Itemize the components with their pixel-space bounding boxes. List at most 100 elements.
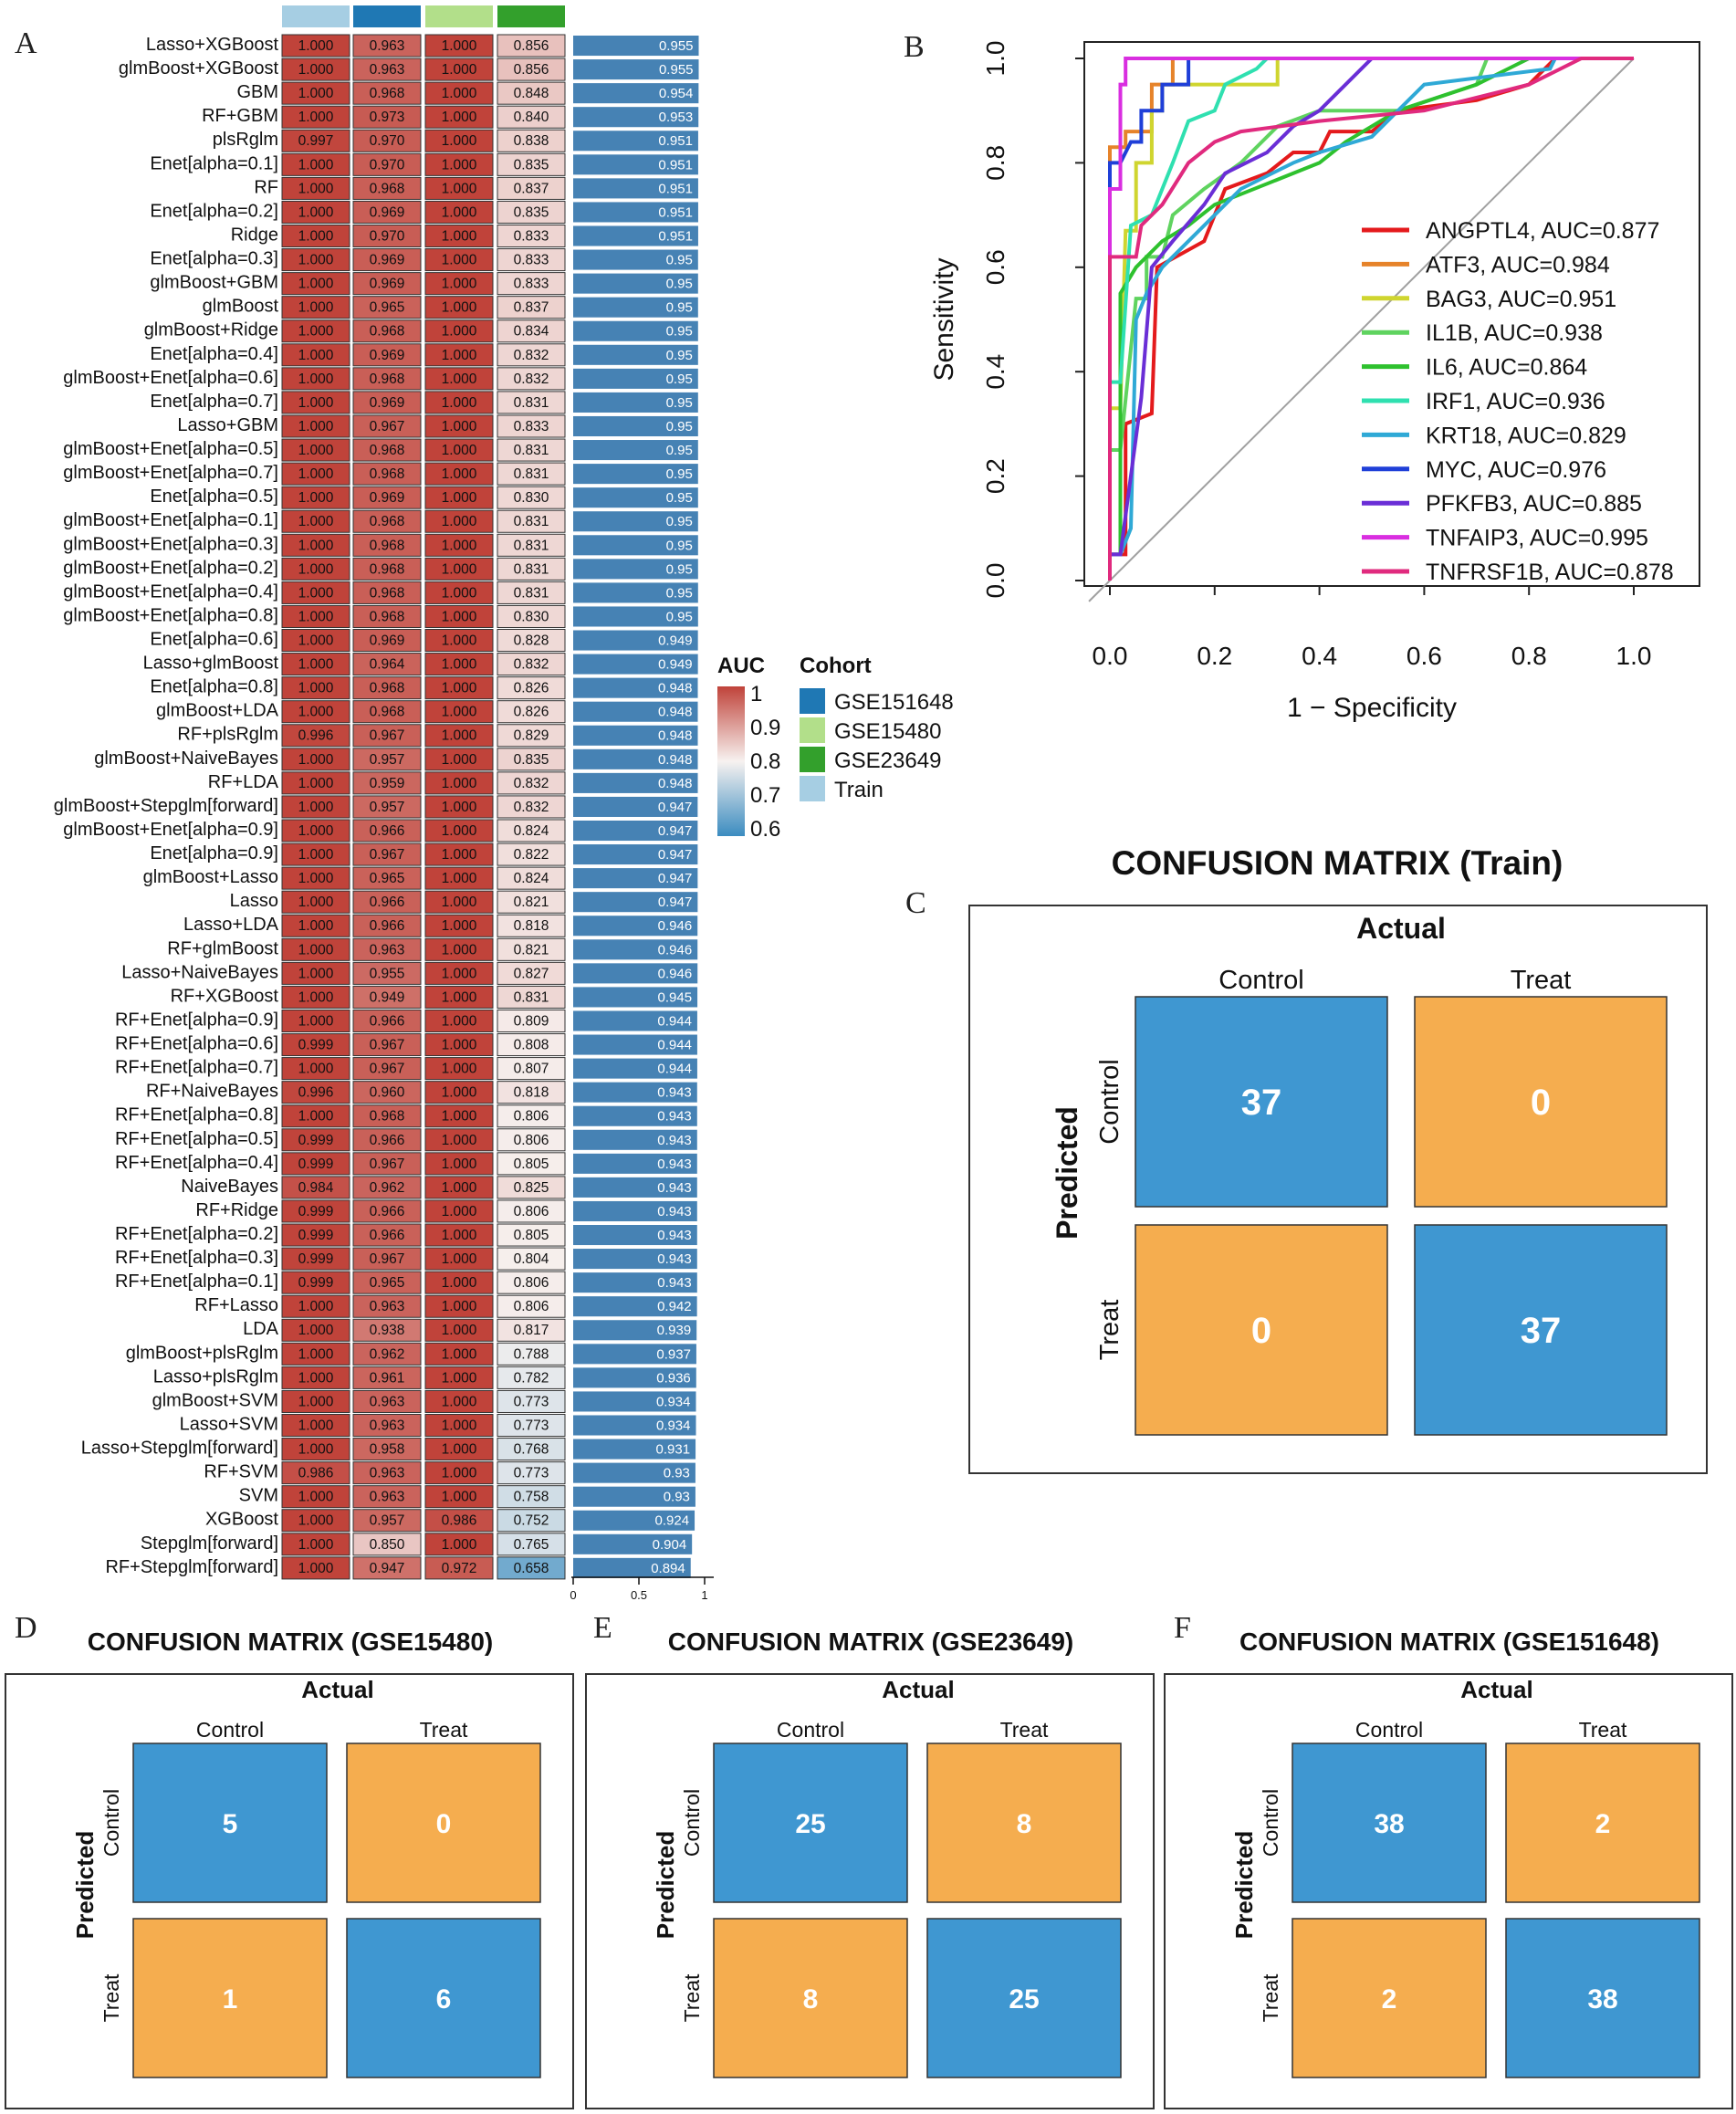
model-label: RF+Enet[alpha=0.9] [115, 1010, 278, 1030]
heatmap-cell [352, 296, 422, 319]
heatmap-cell [352, 367, 422, 391]
heatmap-cell-value: 0.752 [514, 1513, 549, 1529]
cm-predicted-label: Predicted [1230, 1831, 1258, 1940]
mean-auc-label: 0.946 [658, 942, 693, 958]
heatmap-row: glmBoost+Stepglm[forward] 1.000 0.957 1.000… [54, 795, 698, 819]
heatmap-cell-value: 0.968 [370, 324, 405, 340]
heatmap-cell [424, 34, 494, 58]
heatmap-cell [497, 1104, 566, 1128]
heatmap-cell [497, 1294, 566, 1318]
heatmap-cell [424, 272, 494, 296]
model-label: Enet[alpha=0.7] [150, 392, 278, 412]
heatmap-cell [424, 1152, 494, 1176]
heatmap-cell [352, 1318, 422, 1342]
heatmap-cell-value: 1.000 [442, 752, 477, 768]
heatmap-cell-value: 0.955 [370, 966, 405, 981]
heatmap-cell [497, 1271, 566, 1294]
heatmap-cell [424, 1413, 494, 1438]
roc-legend-label: BAG3, AUC=0.951 [1426, 287, 1616, 312]
model-label: Ridge [231, 225, 278, 245]
heatmap-cell [352, 629, 422, 653]
heatmap-row: RF+Enet[alpha=0.2] 0.999 0.966 1.000 0.805 0.… [115, 1223, 697, 1247]
heatmap-cell-value: 0.832 [514, 800, 549, 815]
heatmap-cell [497, 1057, 566, 1081]
heatmap-cell [424, 1294, 494, 1318]
heatmap-cell [424, 937, 494, 961]
roc-legend-label: IL6, AUC=0.864 [1426, 355, 1587, 381]
heatmap-cell [424, 367, 494, 391]
heatmap-cell [281, 1271, 350, 1294]
mean-auc-bar [573, 1296, 697, 1317]
heatmap-cell [497, 34, 566, 58]
heatmap-cell-value: 1.000 [442, 372, 477, 387]
heatmap-cell-value: 1.000 [442, 1323, 477, 1338]
heatmap-cell [497, 842, 566, 866]
cm-actual-class: Control [196, 1718, 264, 1742]
model-label: glmBoost+Enet[alpha=0.9] [63, 820, 278, 840]
mean-auc-label: 0.951 [658, 181, 693, 196]
heatmap-cell-value: 0.968 [370, 705, 405, 720]
model-label: glmBoost+Enet[alpha=0.1] [63, 510, 278, 530]
heatmap-cell [352, 200, 422, 224]
model-label: Lasso+plsRglm [153, 1366, 278, 1387]
roc-curve [1108, 57, 1634, 581]
mean-auc-label: 0.943 [657, 1085, 692, 1101]
heatmap-cell [497, 1509, 566, 1533]
mean-auc-bar [573, 1034, 697, 1055]
cm-actual-class: Treat [420, 1718, 468, 1742]
model-label: RF+Stepglm[forward] [105, 1557, 278, 1577]
heatmap-cell [281, 1247, 350, 1271]
heatmap-cell [352, 1342, 422, 1366]
mean-auc-label: 0.95 [666, 443, 693, 458]
mean-auc-label: 0.944 [657, 1013, 692, 1029]
heatmap-cell-value: 0.805 [514, 1156, 549, 1172]
mean-auc-bar [573, 677, 698, 698]
heatmap-cell [352, 105, 422, 129]
heatmap-cell-value: 1.000 [298, 348, 334, 363]
model-label: RF+Enet[alpha=0.6] [115, 1034, 278, 1054]
heatmap-cell [424, 129, 494, 152]
heatmap-cell [424, 604, 494, 629]
heatmap-cell [424, 557, 494, 581]
heatmap-cell [352, 914, 422, 937]
heatmap-cell-value: 1.000 [442, 561, 477, 577]
heatmap-row: RF+GBM 1.000 0.973 1.000 0.840 0.953 [202, 105, 699, 129]
heatmap-cell [352, 866, 422, 890]
mean-auc-label: 0.93 [664, 1466, 690, 1481]
mean-auc-label: 0.894 [651, 1561, 685, 1576]
model-label: RF+Ridge [195, 1200, 278, 1220]
heatmap-cell-value: 1.000 [298, 419, 334, 434]
heatmap-cell-value: 0.825 [514, 1180, 549, 1196]
heatmap-cell-value: 1.000 [298, 942, 334, 958]
heatmap-cell [424, 319, 494, 343]
heatmap-cell [281, 795, 350, 819]
heatmap-cell-value: 0.968 [370, 514, 405, 529]
mean-auc-bar [573, 131, 698, 152]
mean-auc-bar [573, 1557, 691, 1578]
cm-cell-value: 2 [1595, 1809, 1611, 1839]
heatmap-cell [497, 1009, 566, 1033]
cohort-swatch-gse15480 [800, 717, 825, 743]
auc-legend-tick-08: 0.8 [750, 749, 780, 774]
heatmap-row: RF+Enet[alpha=0.9] 1.000 0.966 1.000 0.809 0.… [115, 1009, 697, 1033]
heatmap-cell [281, 319, 350, 343]
heatmap-row: RF+SVM 0.986 0.963 1.000 0.773 0.93 [204, 1461, 695, 1485]
heatmap-row: Lasso+XGBoost 1.000 0.963 1.000 0.856 0.955 [146, 34, 699, 58]
model-label: Enet[alpha=0.5] [150, 487, 278, 507]
heatmap-cell [497, 557, 566, 581]
heatmap-cell [424, 1033, 494, 1057]
heatmap-cell-value: 0.832 [514, 372, 549, 387]
mean-auc-label: 0.948 [658, 728, 693, 744]
heatmap-cell-value: 0.840 [514, 110, 549, 125]
heatmap-row: glmBoost+Ridge 1.000 0.968 1.000 0.834 0.95 [144, 319, 698, 343]
heatmap-cell [281, 248, 350, 272]
heatmap-cell [497, 1366, 566, 1389]
roc-xtick-label: 0.0 [1093, 642, 1128, 670]
heatmap-cell-value: 0.782 [514, 1370, 549, 1386]
heatmap-cell [281, 819, 350, 842]
heatmap-cell [424, 1533, 494, 1556]
heatmap-cell-value: 0.968 [370, 1109, 405, 1125]
heatmap-cell [281, 842, 350, 866]
heatmap-cell [352, 343, 422, 367]
heatmap-cell-value: 0.967 [370, 728, 405, 744]
